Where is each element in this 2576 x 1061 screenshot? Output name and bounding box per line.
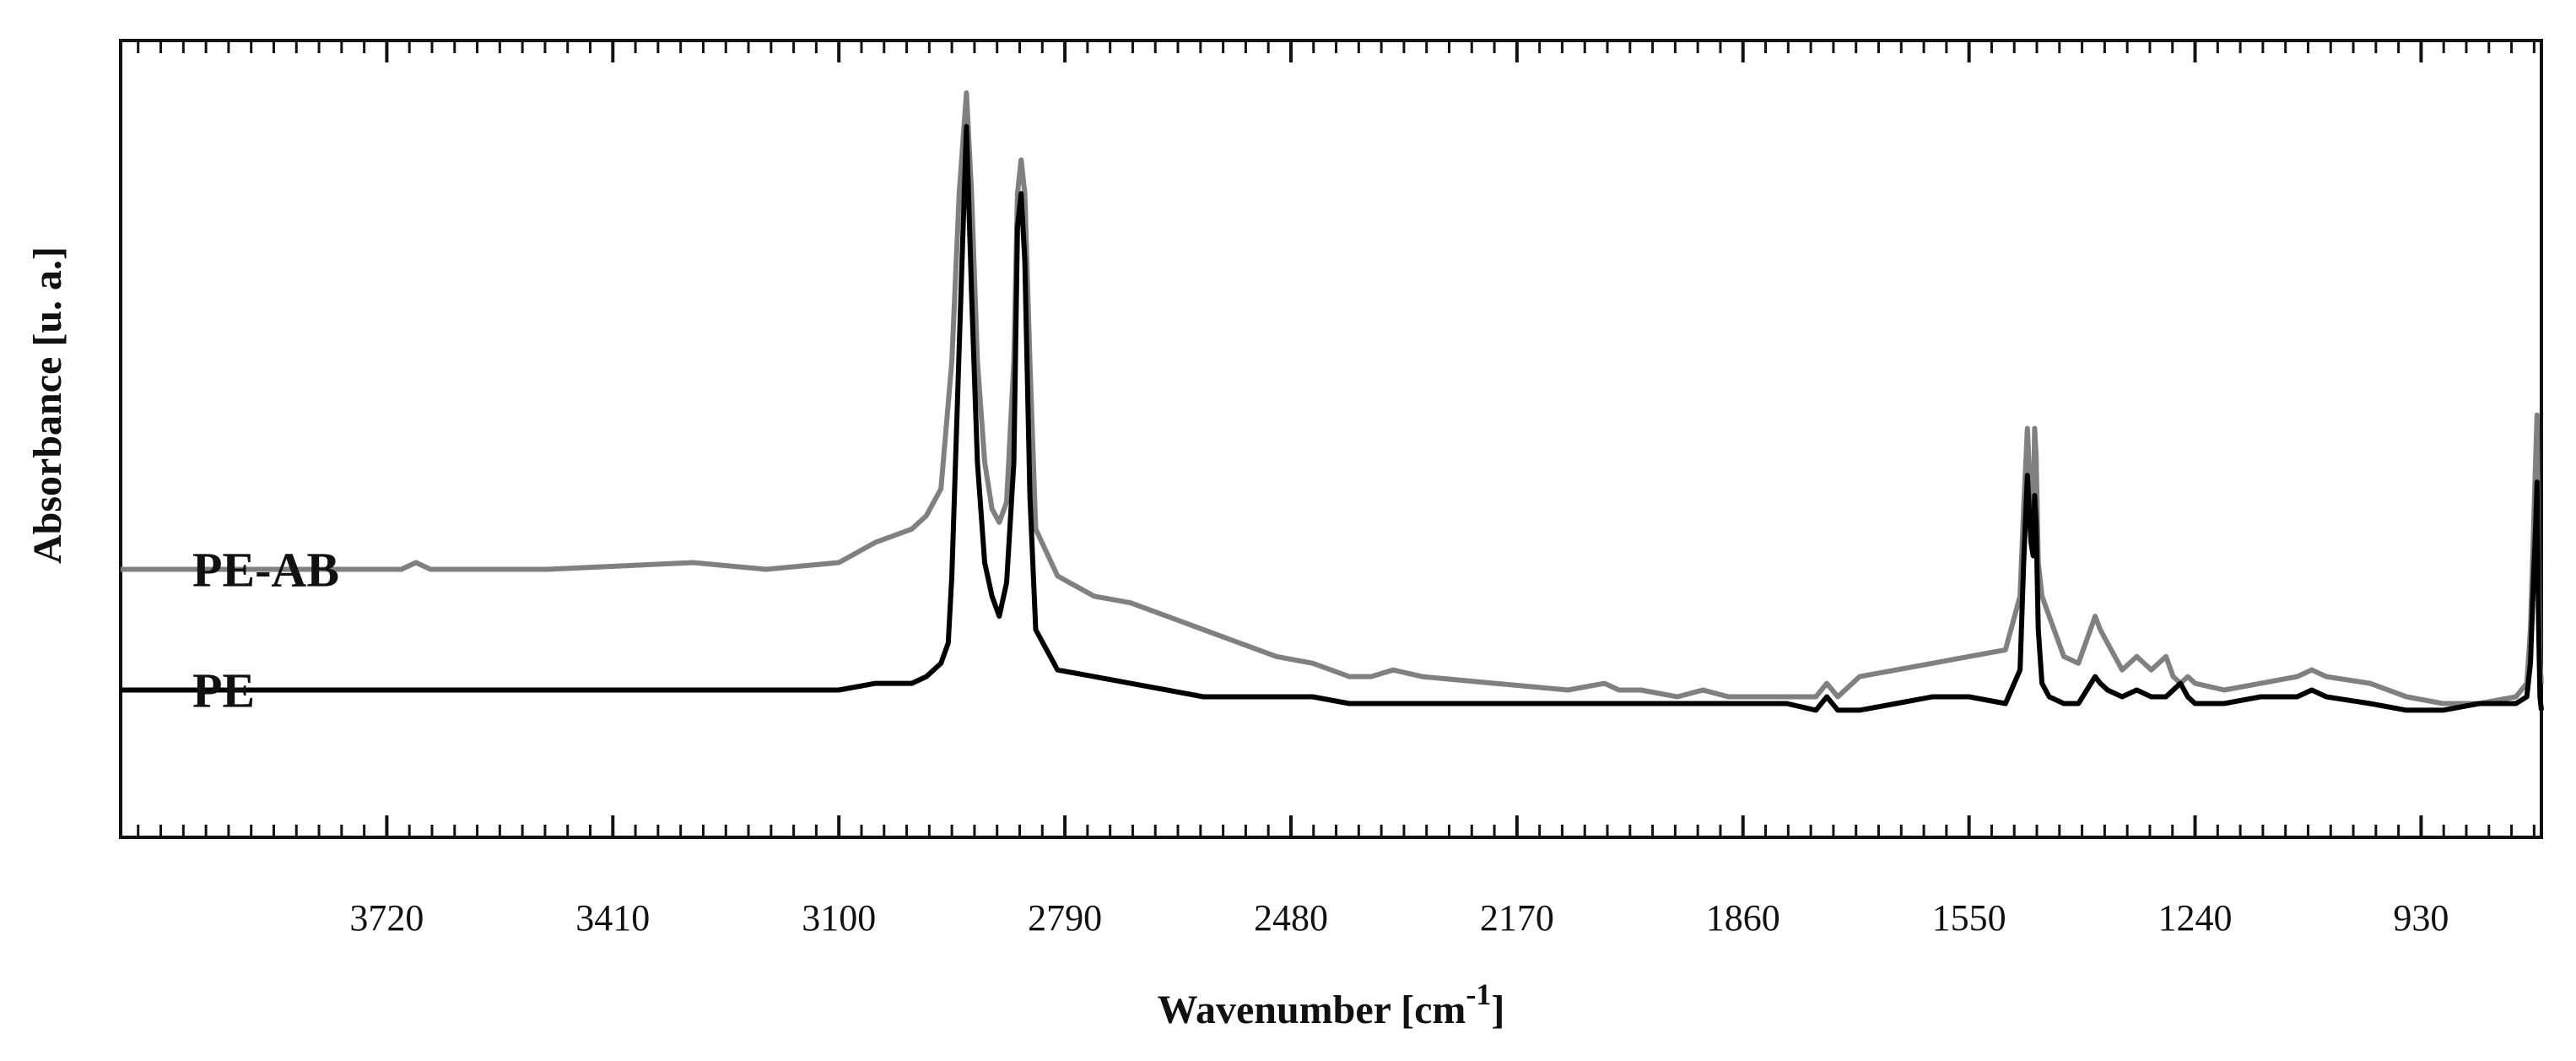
x-tick-label: 930	[2393, 897, 2449, 939]
x-axis-title-main: Wavenumber [cm	[1158, 988, 1466, 1032]
x-tick-label: 3720	[349, 897, 424, 939]
series-label-pe: PE	[192, 663, 255, 718]
x-axis-title: Wavenumber [cm-1]	[1158, 977, 1505, 1032]
x-tick-label: 2480	[1254, 897, 1328, 939]
series-labels: PE-AB PE	[192, 542, 339, 717]
x-tick-label: 1860	[1706, 897, 1780, 939]
x-tick-label: 2790	[1028, 897, 1102, 939]
x-tick-label: 3410	[575, 897, 650, 939]
x-axis-tick-labels: 3720 3410 3100 2790 2480 2170 1860 1550 1240 930	[349, 897, 2449, 939]
x-axis-title-superscript: -1	[1466, 977, 1491, 1011]
x-tick-label: 3100	[802, 897, 876, 939]
series-label-pe-ab: PE-AB	[192, 542, 339, 597]
series-line-pe-ab	[121, 90, 2544, 706]
x-tick-label: 2170	[1480, 897, 1554, 939]
series-lines	[121, 90, 2544, 713]
x-axis-title-close: ]	[1491, 988, 1504, 1032]
x-tick-label: 1240	[2158, 897, 2233, 939]
series-line-pe	[121, 123, 2544, 713]
y-axis-title: Absorbance [u. a.]	[25, 246, 70, 564]
x-tick-label: 1550	[1932, 897, 2006, 939]
plot-frame	[119, 39, 2543, 839]
x-axis-ticks	[137, 41, 2535, 837]
